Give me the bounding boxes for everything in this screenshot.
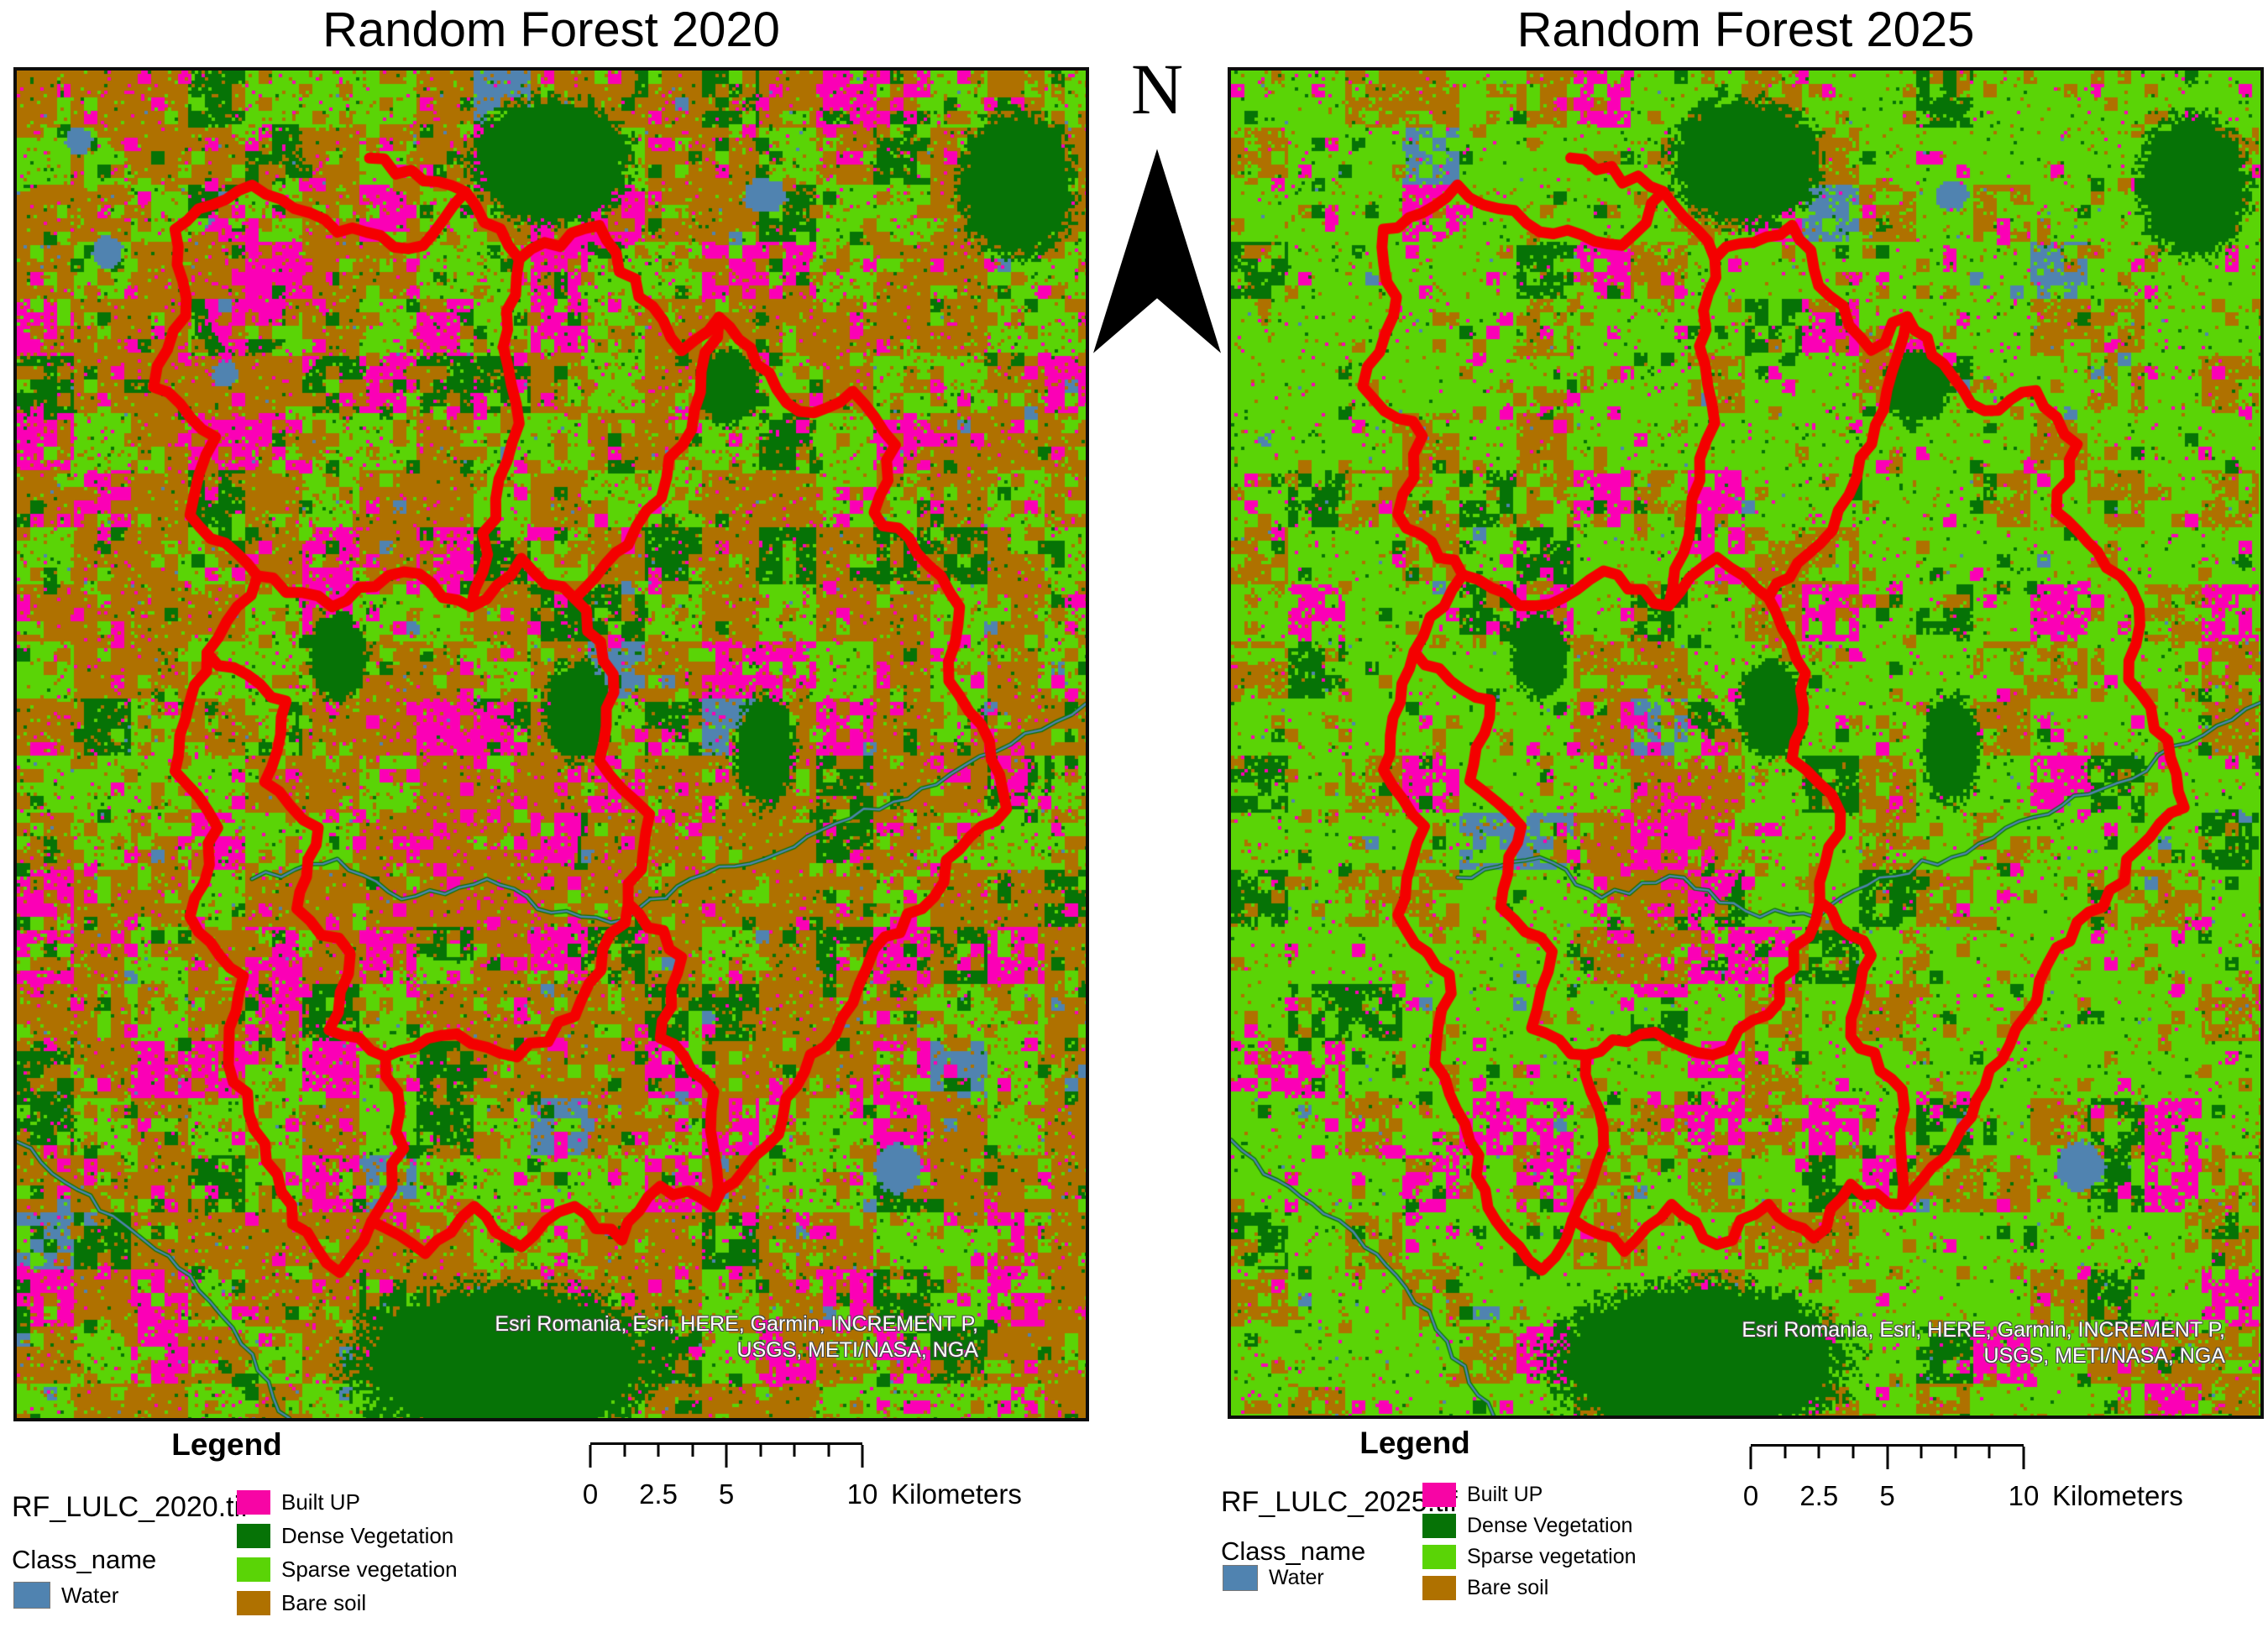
legend-item-built-up: Built UP bbox=[237, 1489, 360, 1515]
legend-item-bare-soil: Bare soil bbox=[1422, 1576, 1548, 1600]
legend-field-name-2025: Class_name bbox=[1221, 1536, 1366, 1566]
scalebar-label-10: 10 bbox=[2008, 1480, 2040, 1511]
sparse-vegetation-swatch bbox=[1422, 1545, 1456, 1569]
legend-layer-name-2020: RF_LULC_2020.tif bbox=[12, 1491, 249, 1523]
map-title-2020: Random Forest 2020 bbox=[322, 3, 780, 57]
scalebar-label-0: 0 bbox=[1742, 1480, 1759, 1511]
built-up-swatch bbox=[237, 1490, 270, 1515]
legend-item-label: Water bbox=[61, 1582, 119, 1608]
legend-item-label: Built UP bbox=[1467, 1483, 1543, 1506]
scalebar-2025: 0 2.5 5 10 Kilometers bbox=[1743, 1444, 2183, 1522]
scalebar-label-10: 10 bbox=[846, 1478, 878, 1510]
water-swatch bbox=[13, 1582, 50, 1609]
scalebar-label-5: 5 bbox=[718, 1478, 735, 1510]
scalebar-label-2-5: 2.5 bbox=[639, 1478, 678, 1510]
legend-item-label: Bare soil bbox=[281, 1590, 367, 1615]
legend-item-label: Bare soil bbox=[1467, 1576, 1549, 1599]
legend-item-label: Sparse vegetation bbox=[1467, 1545, 1637, 1568]
legend-item-label: Built UP bbox=[281, 1489, 360, 1515]
legend-field-name-2020: Class_name bbox=[12, 1545, 157, 1574]
map-panel-2020: Esri Romania, Esri, HERE, Garmin, INCREM… bbox=[13, 67, 1089, 1421]
legend-item-label: Sparse vegetation bbox=[281, 1557, 458, 1582]
legend-item-label: Water bbox=[1269, 1566, 1324, 1589]
legend-item-water: Water bbox=[1223, 1565, 1324, 1591]
map-attribution-2025: Esri Romania, Esri, HERE, Garmin, INCREM… bbox=[1742, 1317, 2225, 1369]
legend-item-label: Dense Vegetation bbox=[1467, 1514, 1633, 1537]
scalebar-label-0: 0 bbox=[582, 1478, 599, 1510]
scalebar-unit: Kilometers bbox=[891, 1478, 1022, 1510]
lulc-raster-2020 bbox=[17, 71, 1086, 1418]
water-swatch bbox=[1223, 1565, 1258, 1591]
north-arrow-icon bbox=[1093, 149, 1221, 353]
map-attribution-2020: Esri Romania, Esri, HERE, Garmin, INCREM… bbox=[495, 1311, 978, 1363]
lulc-raster-2025 bbox=[1231, 71, 2260, 1416]
dense-vegetation-swatch bbox=[237, 1524, 270, 1548]
attribution-line: Esri Romania, Esri, HERE, Garmin, INCREM… bbox=[495, 1312, 978, 1336]
built-up-swatch bbox=[1422, 1483, 1456, 1507]
north-arrow-label: N bbox=[1130, 49, 1184, 129]
legend-item-dense-vegetation: Dense Vegetation bbox=[237, 1523, 453, 1549]
scalebar-unit: Kilometers bbox=[2052, 1480, 2183, 1511]
scalebar-2020: 0 2.5 5 10 Kilometers bbox=[583, 1442, 1022, 1520]
legend-item-sparse-vegetation: Sparse vegetation bbox=[1422, 1545, 1637, 1569]
bare-soil-swatch bbox=[1422, 1576, 1456, 1600]
sparse-vegetation-swatch bbox=[237, 1557, 270, 1582]
legend-item-bare-soil: Bare soil bbox=[237, 1590, 366, 1616]
dense-vegetation-swatch bbox=[1422, 1514, 1456, 1538]
map-panel-2025: Esri Romania, Esri, HERE, Garmin, INCREM… bbox=[1228, 67, 2264, 1419]
attribution-line: USGS, METI/NASA, NGA bbox=[736, 1338, 978, 1362]
scalebar-label-5: 5 bbox=[1879, 1480, 1895, 1511]
legend-layer-name-2025: RF_LULC_2025.tif bbox=[1221, 1486, 1458, 1518]
legend-item-water: Water bbox=[13, 1582, 118, 1609]
scalebar-label-2-5: 2.5 bbox=[1799, 1480, 1839, 1511]
legend-heading-2020: Legend bbox=[171, 1427, 282, 1462]
attribution-line: Esri Romania, Esri, HERE, Garmin, INCREM… bbox=[1742, 1318, 2225, 1342]
legend-item-label: Dense Vegetation bbox=[281, 1523, 454, 1548]
legend-heading-2025: Legend bbox=[1359, 1426, 1470, 1460]
legend-item-dense-vegetation: Dense Vegetation bbox=[1422, 1514, 1632, 1538]
legend-item-built-up: Built UP bbox=[1422, 1483, 1543, 1507]
attribution-line: USGS, METI/NASA, NGA bbox=[1983, 1344, 2225, 1368]
legend-item-sparse-vegetation: Sparse vegetation bbox=[237, 1557, 458, 1583]
map-title-2025: Random Forest 2025 bbox=[1516, 3, 1975, 57]
bare-soil-swatch bbox=[237, 1591, 270, 1615]
